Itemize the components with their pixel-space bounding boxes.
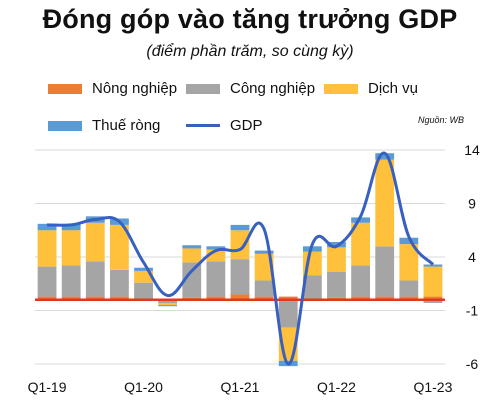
bar-segment xyxy=(206,261,226,297)
bar-segment xyxy=(85,261,105,297)
y-tick-label: 9 xyxy=(468,196,476,212)
bar-segment xyxy=(230,294,250,300)
bar-segment xyxy=(134,267,153,271)
legend-swatch-gdp xyxy=(186,124,220,127)
legend-swatch-dich-vu xyxy=(324,83,358,94)
bar-segment xyxy=(302,275,322,299)
bar-segment xyxy=(37,266,57,297)
bar-segment xyxy=(254,280,274,297)
legend-label-nong-nghiep: Nông nghiệp xyxy=(92,80,178,97)
legend-swatch-thue-rong xyxy=(48,120,82,131)
bar-segment xyxy=(134,282,153,299)
bar-segment xyxy=(110,296,129,300)
bar-segment xyxy=(423,264,443,267)
bar-segment xyxy=(423,299,443,304)
bar-segment xyxy=(399,296,419,300)
bar-segment xyxy=(423,266,443,297)
y-axis: 14 9 4 -1 -6 xyxy=(464,142,480,372)
bar-segment xyxy=(254,296,274,300)
bar-segment xyxy=(351,265,370,297)
bar-segment xyxy=(375,159,395,247)
legend-label-thue-rong: Thuế ròng xyxy=(92,117,161,134)
x-tick-label: Q1-21 xyxy=(221,379,260,395)
bar-segment xyxy=(423,296,443,300)
bar-segment xyxy=(61,223,81,231)
bar-segment xyxy=(134,270,153,283)
bar-segment xyxy=(158,303,178,306)
bar-segment xyxy=(327,247,346,272)
bar-segment xyxy=(351,217,370,223)
bar-segment xyxy=(351,222,370,266)
bar-segment xyxy=(278,299,298,328)
legend-gdp: GDP xyxy=(186,117,263,134)
bar-segment xyxy=(278,296,298,300)
bar-segment xyxy=(61,230,81,266)
bar-segment xyxy=(182,245,202,249)
gdp-line xyxy=(47,151,435,366)
bar-segment xyxy=(351,296,370,300)
bar-segment xyxy=(399,237,419,245)
legend-thue-rong: Thuế ròng xyxy=(48,117,160,134)
legend-label-gdp: GDP xyxy=(230,117,263,134)
bar-segment xyxy=(37,296,57,300)
bar-segment xyxy=(375,296,395,300)
x-tick-label: Q1-20 xyxy=(124,379,163,395)
legend-label-cong-nghiep: Công nghiệp xyxy=(230,80,316,97)
bar-segment xyxy=(206,249,226,262)
x-tick-label: Q1-23 xyxy=(413,379,452,395)
bar-segment xyxy=(399,280,419,297)
bar-segment xyxy=(85,296,105,300)
bar-segment xyxy=(61,296,81,300)
bar-segment xyxy=(254,253,274,281)
bar-segment xyxy=(254,250,274,254)
source-note: Nguồn: WB xyxy=(418,115,465,125)
bar-segment xyxy=(230,259,250,295)
bar-segment xyxy=(110,224,129,270)
bar-segment xyxy=(37,230,57,267)
bar-series xyxy=(37,153,443,367)
x-tick-label: Q1-19 xyxy=(28,379,67,395)
bar-segment xyxy=(158,305,178,307)
legend-dich-vu: Dịch vụ xyxy=(324,80,418,97)
bar-segment xyxy=(85,222,105,262)
bar-segment xyxy=(375,246,395,297)
y-tick-label: -6 xyxy=(466,356,479,372)
bar-segment xyxy=(37,223,57,231)
legend-label-dich-vu: Dịch vụ xyxy=(368,80,419,97)
legend-nong-nghiep: Nông nghiệp xyxy=(48,80,177,97)
bar-segment xyxy=(399,244,419,281)
bar-segment xyxy=(158,299,178,304)
bar-segment xyxy=(327,271,346,298)
bar-segment xyxy=(110,269,129,297)
bar-segment xyxy=(182,262,202,298)
y-tick-label: -1 xyxy=(466,303,479,319)
bar-segment xyxy=(182,248,202,263)
legend-swatch-cong-nghiep xyxy=(186,83,220,94)
legend-swatch-nong-nghiep xyxy=(48,83,82,94)
bar-segment xyxy=(375,153,395,160)
chart-subtitle: (điểm phần trăm, so cùng kỳ) xyxy=(146,43,354,60)
legend-cong-nghiep: Công nghiệp xyxy=(186,80,315,97)
x-axis: Q1-19 Q1-20 Q1-21 Q1-22 Q1-23 xyxy=(28,379,453,395)
bar-segment xyxy=(230,224,250,231)
bar-segment xyxy=(206,246,226,250)
y-tick-label: 4 xyxy=(468,249,476,265)
gdp-line-series xyxy=(47,151,435,366)
bar-segment xyxy=(206,296,226,300)
bar-segment xyxy=(61,265,81,297)
y-tick-label: 14 xyxy=(464,142,480,158)
chart-title: Đóng góp vào tăng trưởng GDP xyxy=(42,4,458,34)
x-tick-label: Q1-22 xyxy=(317,379,356,395)
bar-segment xyxy=(230,230,250,260)
